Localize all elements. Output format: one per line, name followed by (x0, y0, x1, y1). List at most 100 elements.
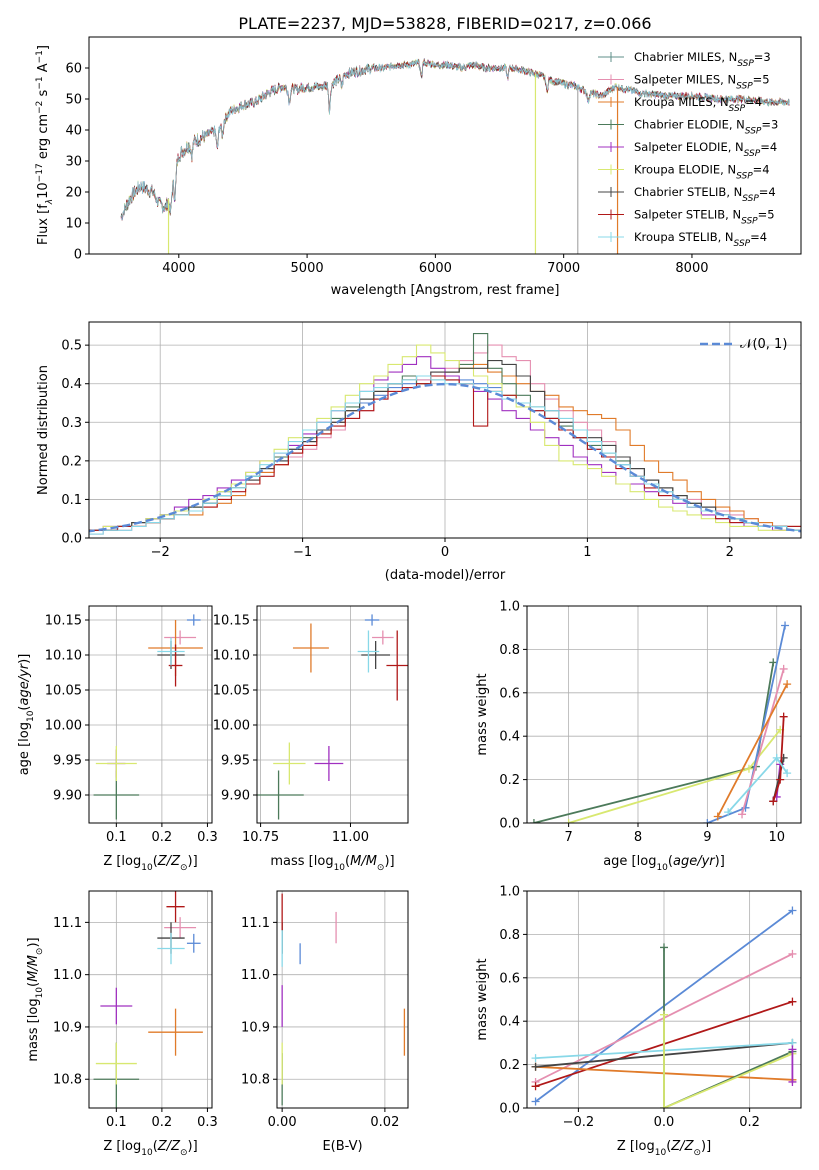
mass-weight-line (568, 729, 781, 823)
y-tick-label: 0.1 (61, 493, 82, 508)
legend-label: Salpeter STELIB, NSSP=5 (634, 208, 775, 227)
label-part: =5 (753, 73, 770, 87)
label-part: Z/Z (670, 1139, 694, 1154)
label-part: =3 (761, 118, 778, 132)
y-tick-label: 1.0 (499, 600, 520, 615)
y-tick-label: 0.6 (499, 971, 520, 986)
x-tick-label: 6000 (419, 261, 452, 276)
y-tick-label: 10.8 (241, 1073, 270, 1088)
x-axis-label: mass [log10(M/M⊙)] (270, 854, 394, 873)
x-tick-label: 5000 (291, 261, 324, 276)
figure-title: PLATE=2237, MJD=53828, FIBERID=0217, z=0… (238, 14, 651, 33)
legend-label: Chabrier MILES, NSSP=3 (634, 50, 771, 69)
label-part: =4 (759, 185, 776, 199)
label-part: SSP (745, 127, 762, 137)
legend-label: Salpeter MILES, NSSP=5 (634, 73, 770, 92)
label-part: λ (45, 199, 55, 205)
panel-massweight-vs-metallicity: −0.2 0.0 0.2 0.0 0.2 0.4 0.6 0.8 1.0 Z [log10(Z/Z… (475, 885, 802, 1158)
label-part: 10 (656, 863, 668, 873)
legend-label: Kroupa MILES, NSSP=4 (634, 95, 762, 114)
label-part: A (36, 63, 51, 76)
x-tick-label: 8 (634, 830, 642, 845)
plot-area (531, 906, 797, 1108)
x-tick-label: 1 (583, 545, 591, 560)
legend-label: Chabrier ELODIE, NSSP=3 (634, 118, 778, 137)
mass-weight-marker (788, 1077, 797, 1086)
axes-frame (88, 36, 802, 255)
y-tick-label: 11.0 (53, 968, 82, 983)
y-tick-label: 0.0 (499, 1102, 520, 1117)
y-tick-label: 0.3 (61, 416, 82, 431)
y-tick-label: 9.95 (221, 754, 250, 769)
label-part: Chabrier STELIB, N (634, 185, 742, 199)
x-tick-label: 4000 (162, 261, 195, 276)
y-tick-label: 0.2 (61, 454, 82, 469)
label-part: SSP (744, 149, 761, 159)
label-part: ⊙ (180, 1148, 188, 1158)
label-part: 10 (334, 863, 346, 873)
label-part: SSP (736, 82, 753, 92)
legend-label: Chabrier STELIB, NSSP=4 (634, 185, 776, 204)
x-tick-label: 0.2 (152, 830, 173, 845)
label-part: ( (345, 854, 350, 869)
label-part: )] (715, 854, 725, 869)
mass-weight-marker (788, 1045, 797, 1054)
x-tick-label: −2 (151, 545, 170, 560)
mass-weight-marker (713, 812, 722, 821)
mass-weight-marker (531, 1082, 540, 1091)
plot-area (89, 333, 801, 535)
label-part: Kroupa MILES, N (634, 95, 729, 109)
label-part: Chabrier ELODIE, N (634, 118, 745, 132)
label-part: =4 (745, 95, 762, 109)
label-part: Flux [f (36, 204, 51, 245)
x-axis-label: Z [log10(Z/Z⊙)] (103, 1139, 197, 1158)
label-part: ⊙ (180, 863, 188, 873)
label-part: ] (36, 45, 51, 50)
label-part: )] (26, 937, 41, 947)
label-part: SSP (729, 104, 746, 114)
label-part: Salpeter STELIB, N (634, 208, 741, 222)
legend-label: 𝒩(0, 1) (740, 337, 787, 352)
label-part: Z [log (103, 854, 141, 869)
y-tick-label: 0.0 (499, 817, 520, 832)
y-tick-label: 11.0 (241, 968, 270, 983)
mass-weight-marker (724, 808, 733, 817)
y-tick-label: 9.95 (53, 754, 82, 769)
label-part: Z/Z (157, 854, 181, 869)
label-part: 10 (35, 987, 45, 999)
plot-area (529, 621, 792, 823)
x-tick-label: 7 (564, 830, 572, 845)
mass-weight-marker (772, 753, 781, 762)
y-axis-label: mass [log10(M/M⊙)] (26, 937, 45, 1061)
label-part: mass [log (270, 854, 333, 869)
x-tick-label: 0.2 (152, 1115, 173, 1130)
legend: Chabrier MILES, NSSP=3 Salpeter MILES, NS… (598, 50, 778, 249)
label-part: M/M (350, 854, 377, 869)
axes-frame (526, 605, 802, 824)
x-tick-label: −0.2 (563, 1115, 595, 1130)
y-tick-label: 0.6 (499, 686, 520, 701)
label-part: =4 (750, 230, 767, 244)
x-tick-label: 10.75 (242, 830, 279, 845)
label-part: SSP (736, 172, 753, 182)
mass-weight-marker (779, 664, 788, 673)
y-tick-label: 10.9 (53, 1020, 82, 1035)
label-part: M/M (26, 955, 41, 982)
label-part: −2 (35, 101, 45, 114)
x-tick-label: 0.2 (739, 1115, 760, 1130)
label-part: 10 (26, 710, 36, 722)
y-tick-label: 10.15 (45, 614, 82, 629)
legend-label: Kroupa STELIB, NSSP=4 (634, 230, 767, 249)
mass-weight-marker (660, 1010, 668, 1019)
y-tick-label: 10.9 (241, 1020, 270, 1035)
label-part: s (36, 89, 51, 100)
x-tick-label: 0.1 (106, 1115, 127, 1130)
mass-weight-marker (660, 943, 668, 952)
label-part: SSP (737, 59, 754, 69)
label-part: Z [log (103, 1139, 141, 1154)
mass-weight-line (707, 625, 786, 823)
y-tick-label: 10.10 (213, 649, 250, 664)
histogram-step (89, 344, 801, 531)
label-part: ( (26, 982, 41, 987)
